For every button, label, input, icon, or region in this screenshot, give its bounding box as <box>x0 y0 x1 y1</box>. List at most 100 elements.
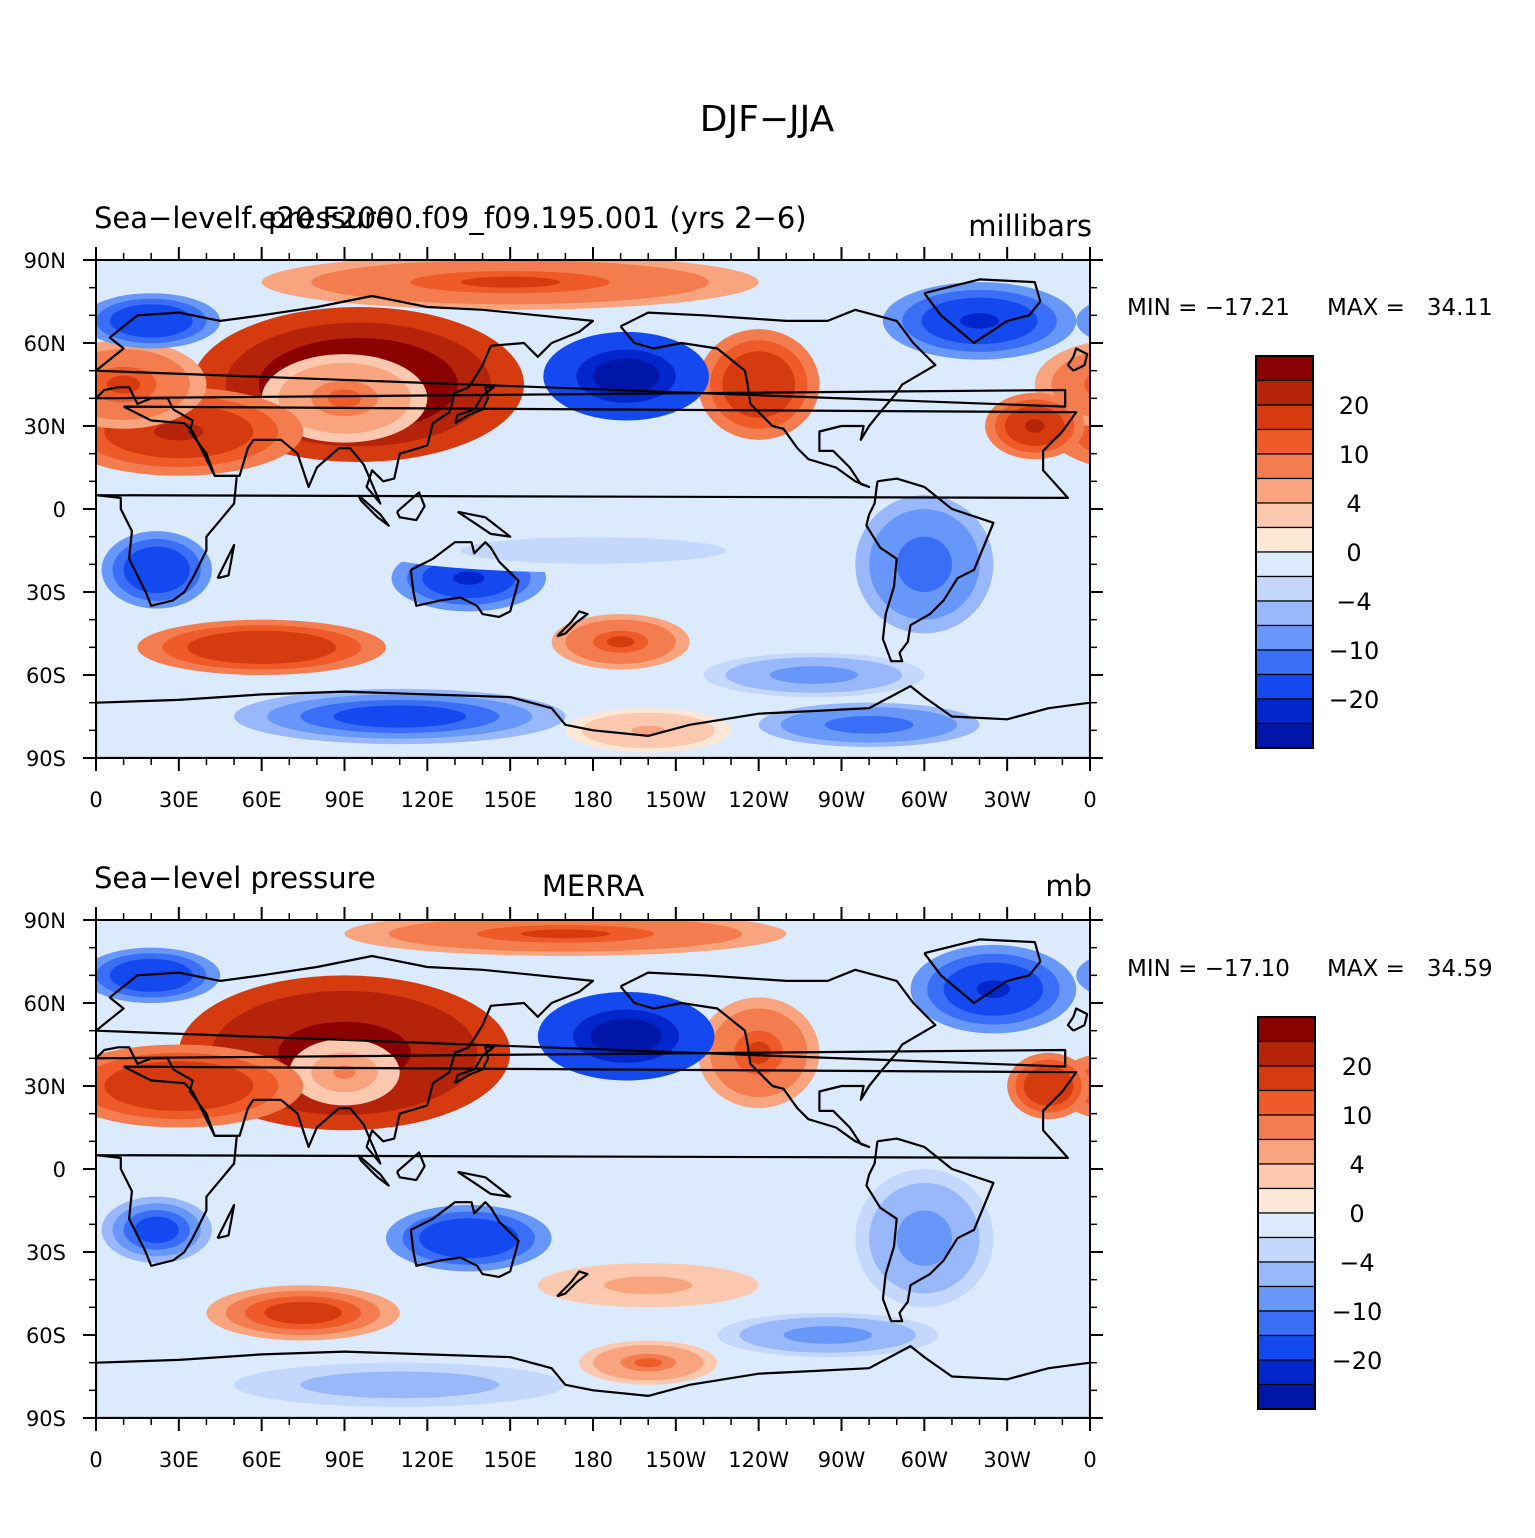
panel-bottom-colorbar: 20 10 4 0 −4 −10 −20 <box>1257 1016 1382 1410</box>
coastline <box>96 405 1078 607</box>
panel-top-title-right: millibars <box>968 209 1092 243</box>
colorbar-frame <box>1257 1016 1316 1410</box>
x-tick-label: 30E <box>159 1448 199 1472</box>
figure-title: DJF−JJA <box>700 99 835 140</box>
field-contour-10-4 <box>452 1231 486 1245</box>
colorbar-box <box>1255 649 1314 676</box>
colorbar-box <box>1257 1065 1316 1092</box>
x-tick-label: 90E <box>325 1448 365 1472</box>
x-tick-label: 90E <box>325 788 365 812</box>
panel-bottom-title-left: Sea−level pressure <box>94 861 376 895</box>
colorbar-box <box>1257 1285 1316 1312</box>
colorbar-box <box>1255 355 1314 382</box>
field-contour-wrap <box>1098 405 1247 458</box>
coastline <box>453 386 495 425</box>
field-contour-13-4 <box>548 546 638 555</box>
x-tick-label: 30E <box>159 788 199 812</box>
panel-top-colorbar: 20 10 4 0 −4 −10 −20 <box>1255 355 1380 749</box>
field-contour-wrap <box>1073 1067 1090 1105</box>
colorbar-box <box>1257 1212 1316 1239</box>
field-contour-12-4 <box>283 1307 323 1319</box>
colorbar-label: −10 <box>1329 637 1380 665</box>
colorbar-label: 10 <box>1342 1102 1373 1130</box>
panel-top-title-left-overlap: pressure <box>268 201 393 235</box>
coastline <box>216 543 236 580</box>
coastline <box>457 1170 512 1198</box>
coastline <box>216 1203 236 1240</box>
field-contour-6-4 <box>608 1027 644 1046</box>
colorbar-box <box>1257 1163 1316 1190</box>
coastline <box>409 1201 520 1278</box>
field-contour-9-4 <box>145 1223 168 1237</box>
colorbar-box <box>1255 624 1314 651</box>
x-tick-label: 150E <box>483 788 536 812</box>
coastline <box>1066 347 1089 372</box>
colorbar-box <box>1255 600 1314 627</box>
y-tick-label: 0 <box>53 498 66 522</box>
colorbar-label: 0 <box>1349 1200 1364 1228</box>
y-tick-label: 60S <box>26 1324 66 1348</box>
y-tick-label: 90N <box>24 249 66 273</box>
panel-bottom-axes: 0 30E 60E 90E 120E 150E 180 150W 120W 90W 60W 30W 09… <box>24 907 1103 1472</box>
coastline <box>396 491 426 522</box>
field-contour-wrap <box>1148 1078 1198 1095</box>
field-contour-9-4 <box>960 313 999 329</box>
field-contour-wrap <box>1076 304 1090 338</box>
coastline <box>556 610 589 638</box>
coastline <box>357 494 390 527</box>
colorbar-label: 20 <box>1339 392 1370 420</box>
y-tick-label: 0 <box>53 1158 66 1182</box>
coastline <box>619 308 937 488</box>
panel-top-coastlines <box>96 278 1090 758</box>
colorbar-label: 4 <box>1349 1151 1364 1179</box>
colorbar-box <box>1257 1040 1316 1067</box>
colorbar-box <box>1255 551 1314 578</box>
field-contour-11-4 <box>453 571 485 585</box>
colorbar-label: −20 <box>1329 686 1380 714</box>
coastline <box>457 510 512 538</box>
x-tick-label: 60W <box>901 1448 949 1472</box>
panel-bottom-min: MIN = −17.10 <box>1127 956 1290 982</box>
coastline <box>1066 1007 1089 1032</box>
field-contour-wrap <box>1067 362 1090 407</box>
colorbar-box <box>1255 673 1314 700</box>
colorbar-label: −4 <box>1339 1249 1374 1277</box>
coastline <box>453 1046 495 1085</box>
field-contour-wrap <box>1123 1069 1222 1102</box>
field-contour-6-4 <box>460 276 560 288</box>
y-tick-label: 90S <box>26 747 66 771</box>
x-tick-label: 30W <box>983 1448 1031 1472</box>
y-tick-label: 30N <box>24 415 66 439</box>
colorbar-box <box>1257 1016 1316 1043</box>
colorbar-frame <box>1255 355 1314 749</box>
field-contour-7-4 <box>609 367 643 386</box>
field-contour-17-4 <box>366 710 433 723</box>
field-contour-5-4 <box>521 929 610 939</box>
x-tick-label: 180 <box>573 788 613 812</box>
x-tick-label: 0 <box>89 1448 102 1472</box>
field-contour-wrap <box>1123 414 1222 449</box>
y-tick-label: 90S <box>26 1407 66 1431</box>
colorbar-box <box>1257 1383 1316 1410</box>
x-tick-label: 60W <box>901 788 949 812</box>
panel-top-axes: 0 30E 60E 90E 120E 150E 180 150W 120W 90W 60W 30W 09… <box>24 247 1103 812</box>
field-contour-3-4 <box>107 375 141 394</box>
x-tick-label: 0 <box>1083 788 1096 812</box>
field-contour-16-4 <box>791 670 836 680</box>
coastline <box>357 1154 390 1187</box>
colorbar-label: 20 <box>1342 1053 1373 1081</box>
coastline <box>96 685 1090 758</box>
x-tick-label: 150W <box>645 1448 706 1472</box>
panel-top: Sea−levelf.e20.F2000.f09_f09.195.001 (yr… <box>24 201 1493 812</box>
colorbar-label: 0 <box>1346 539 1361 567</box>
colorbar-label: −4 <box>1336 588 1371 616</box>
x-tick-label: 0 <box>1083 1448 1096 1472</box>
field-contour-2-4 <box>153 1077 204 1095</box>
colorbar-label: 10 <box>1339 441 1370 469</box>
x-tick-label: 120E <box>401 788 454 812</box>
y-tick-label: 30S <box>26 1241 66 1265</box>
panel-top-max: MAX = 34.11 <box>1327 295 1493 321</box>
colorbar-box <box>1257 1236 1316 1263</box>
colorbar-box <box>1255 453 1314 480</box>
